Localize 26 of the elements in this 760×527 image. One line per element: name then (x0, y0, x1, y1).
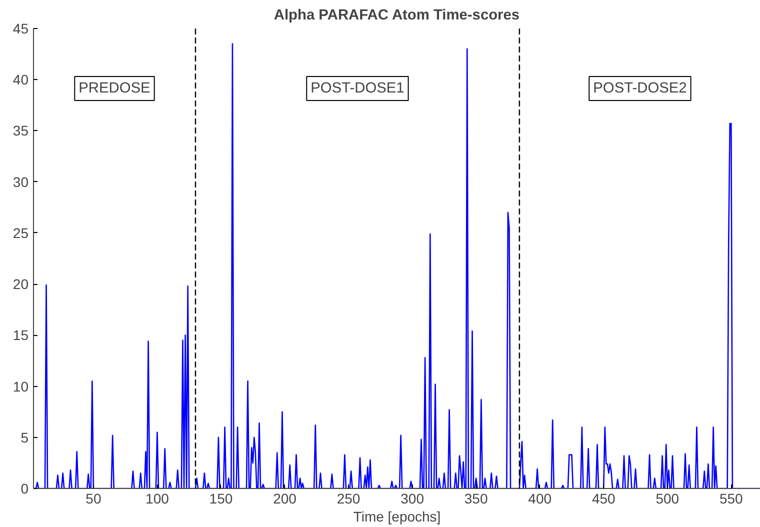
x-tick-label: 100 (146, 490, 170, 506)
x-tick-label: 550 (719, 490, 744, 506)
y-tick-label: 10 (12, 378, 29, 394)
y-tick-label: 20 (12, 276, 29, 292)
y-tick-label: 15 (12, 327, 29, 344)
y-tick-label: 40 (12, 72, 29, 88)
x-tick-label: 200 (273, 490, 297, 506)
y-tick-label: 45 (12, 20, 29, 36)
y-tick-label: 25 (12, 224, 29, 241)
x-axis-title: Time [epochs] (353, 508, 441, 524)
y-tick-label: 30 (12, 174, 29, 190)
x-tick-label: 450 (592, 490, 616, 506)
x-tick-label: 250 (336, 490, 360, 506)
annotation: POST-DOSE1 (310, 80, 404, 96)
annotation: POST-DOSE2 (593, 80, 687, 96)
y-tick-label: 35 (12, 122, 29, 139)
y-tick-label: 0 (20, 480, 29, 496)
chart-title: Alpha PARAFAC Atom Time-scores (274, 8, 520, 24)
x-tick-label: 50 (86, 490, 102, 506)
annotation: PREDOSE (78, 80, 151, 96)
x-tick-label: 400 (528, 490, 552, 506)
y-tick-label: 5 (20, 429, 29, 446)
x-tick-label: 500 (656, 490, 680, 506)
x-tick-label: 150 (209, 490, 233, 506)
x-tick-label: 350 (464, 490, 488, 506)
x-tick-label: 300 (400, 490, 424, 506)
